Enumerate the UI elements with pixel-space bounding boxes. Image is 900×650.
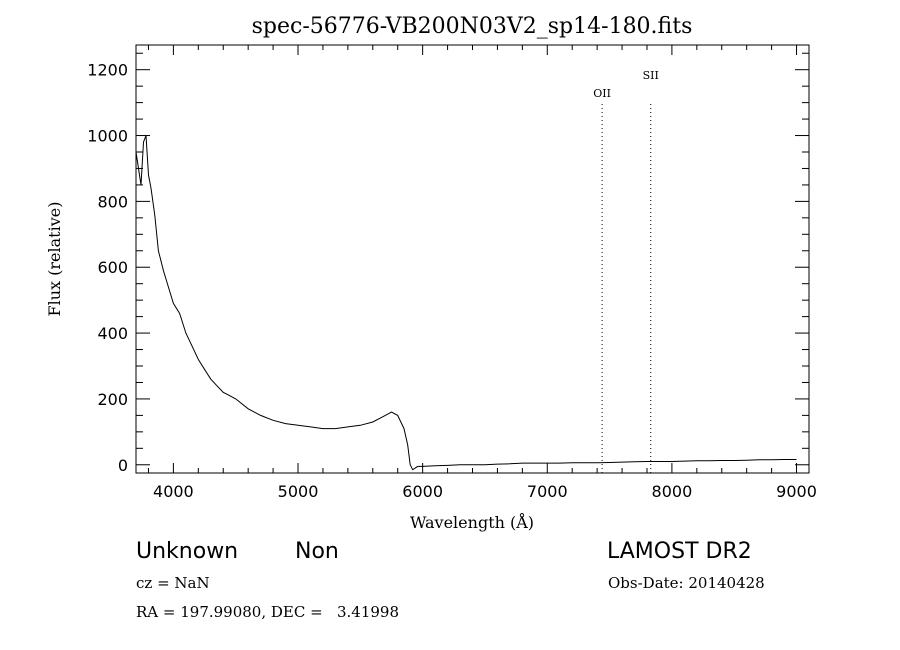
y-axis-label: Flux (relative) (45, 202, 64, 317)
observation-date: Obs-Date: 20140428 (608, 574, 765, 592)
x-tick-label: 4000 (153, 482, 194, 501)
x-tick-label: 9000 (776, 482, 817, 501)
plot-frame (135, 44, 810, 474)
emission-line-markers: OII SII (593, 69, 659, 473)
y-tick-label: 1200 (87, 61, 128, 80)
sky-coordinates: RA = 197.99080, DEC = 3.41998 (136, 603, 400, 621)
x-axis-label: Wavelength (Å) (410, 512, 534, 532)
x-tick-label: 6000 (402, 482, 443, 501)
spectrum-line (135, 135, 797, 471)
chart-title: spec-56776-VB200N03V2_sp14-180.fits (252, 14, 693, 39)
object-subclass: Non (295, 539, 339, 564)
y-tick-label: 800 (97, 192, 128, 211)
emission-line-label: SII (643, 69, 659, 82)
x-tick-label: 8000 (652, 482, 693, 501)
redshift-cz: cz = NaN (136, 574, 210, 592)
y-tick-label: 0 (118, 456, 128, 475)
axis-ticks: 4000 5000 6000 7000 8000 9000 0 200 400 600 800 100… (87, 45, 817, 501)
emission-line-label: OII (593, 87, 611, 100)
y-tick-label: 1000 (87, 127, 128, 146)
object-class: Unknown (136, 539, 239, 564)
y-tick-label: 600 (97, 258, 128, 277)
y-tick-label: 400 (97, 324, 128, 343)
survey-name: LAMOST DR2 (607, 539, 752, 564)
x-tick-label: 5000 (278, 482, 319, 501)
x-tick-label: 7000 (527, 482, 568, 501)
y-tick-label: 200 (97, 390, 128, 409)
